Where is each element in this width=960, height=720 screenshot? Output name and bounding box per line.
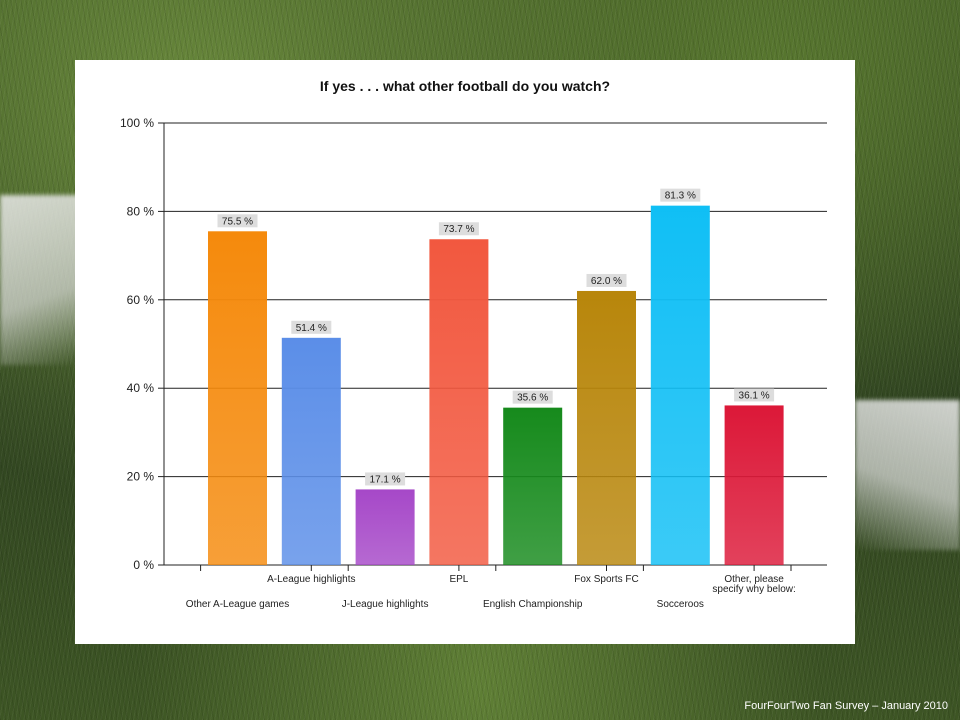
x-tick-label: Socceroos	[657, 599, 704, 610]
y-tick-label: 60 %	[127, 293, 155, 307]
data-label-box	[438, 222, 479, 236]
data-label-box	[660, 188, 701, 202]
bar-chart: 0 % 20 % 40 % 60 % 80 % 100 % 75.5 % Other A-Le…	[120, 116, 827, 610]
y-tick-label: 80 %	[127, 204, 155, 218]
data-label: 73.7 %	[443, 224, 474, 235]
pitch-line-right	[855, 400, 960, 550]
bar	[208, 231, 267, 566]
data-label: 81.3 %	[665, 191, 696, 202]
x-tick-label: J-League highlights	[342, 599, 429, 610]
data-label-box	[217, 214, 258, 228]
data-label: 36.1 %	[739, 390, 770, 401]
data-label-box	[365, 472, 406, 486]
y-tick-label: 20 %	[127, 470, 155, 484]
data-label: 35.6 %	[517, 393, 548, 404]
x-tick-label: A-League highlights	[267, 574, 355, 585]
data-label-box	[586, 273, 627, 287]
y-tick-label: 40 %	[127, 381, 155, 395]
bar	[577, 290, 636, 565]
bar	[503, 407, 563, 565]
x-tick-label: EPL	[449, 574, 468, 585]
y-tick-label: 0 %	[133, 558, 154, 572]
bar	[650, 205, 710, 566]
data-label-box	[734, 388, 775, 402]
bar	[429, 239, 489, 565]
x-tick-label: specify why below:	[712, 584, 795, 595]
bar	[724, 405, 784, 565]
y-tick-label: 100 %	[120, 116, 154, 130]
chart-title: If yes . . . what other football do you …	[319, 78, 611, 94]
data-label: 62.0 %	[591, 276, 622, 287]
x-tick-label: English Championship	[483, 599, 583, 610]
data-label: 75.5 %	[222, 216, 253, 227]
survey-footer: FourFourTwo Fan Survey – January 2010	[744, 700, 948, 712]
bar	[355, 489, 415, 565]
data-label: 17.1 %	[370, 474, 401, 485]
data-label-box	[291, 320, 332, 334]
chart-panel: If yes . . . what other football do you …	[75, 60, 855, 644]
x-tick-label: Other, please	[724, 574, 784, 585]
data-label-box	[512, 390, 553, 404]
x-tick-label: Other A-League games	[186, 599, 289, 610]
x-tick-label: Fox Sports FC	[574, 574, 638, 585]
data-label: 51.4 %	[296, 323, 327, 334]
bar	[281, 337, 341, 565]
pitch-line-left	[0, 195, 80, 365]
